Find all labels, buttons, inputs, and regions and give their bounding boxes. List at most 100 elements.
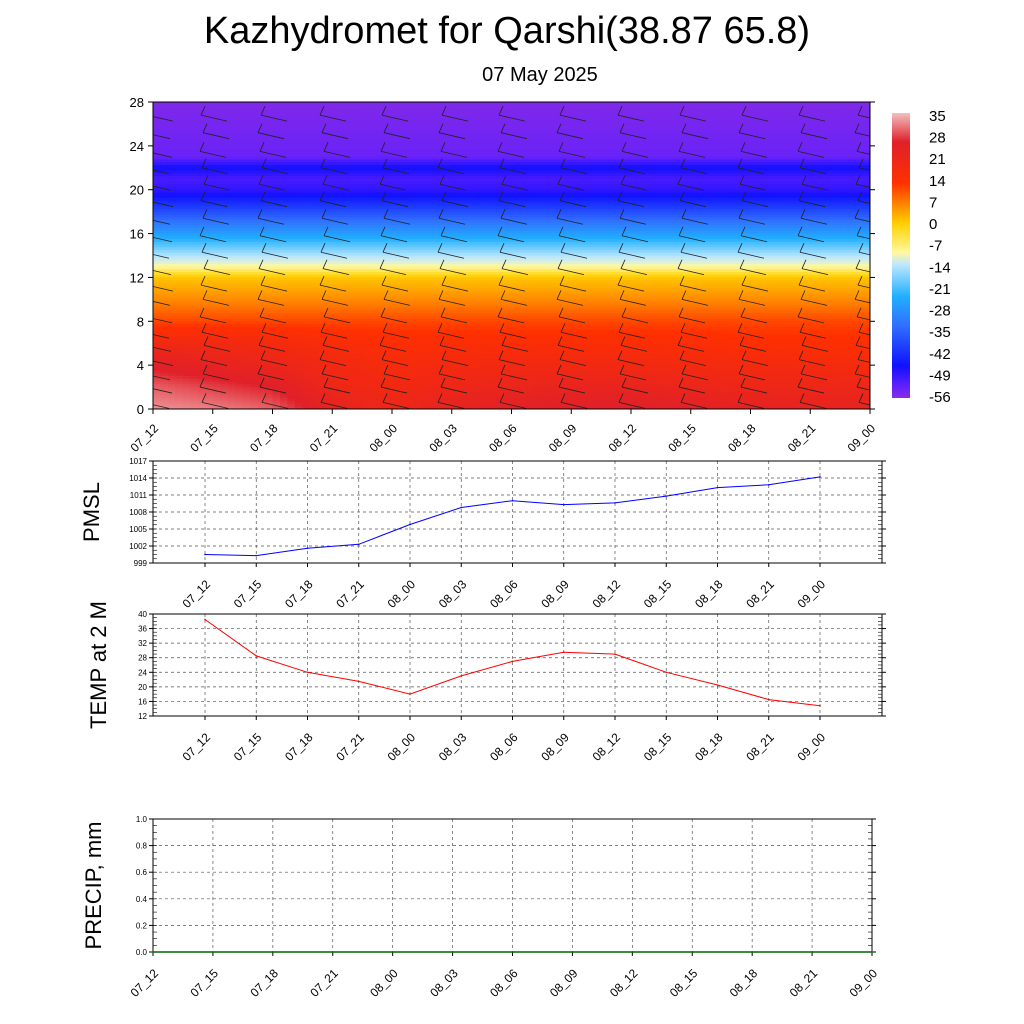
heatmap-cell [235,151,244,155]
heatmap-cell [302,137,311,141]
heatmap-cell [287,271,296,276]
heatmap-cell [384,195,393,199]
heatmap-cell [235,104,244,109]
heatmap-cell [332,332,341,336]
heatmap-cell [354,387,363,391]
heatmap-cell [302,326,311,331]
heatmap-cell [421,173,430,177]
heatmap-cell [287,126,296,131]
heatmap-cell [444,255,453,259]
heatmap-cell [242,156,251,161]
heatmap-cell [190,302,199,306]
heatmap-cell [406,269,416,273]
heatmap-cell [444,140,453,144]
heatmap-cell [227,250,236,254]
heatmap-cell [205,356,214,361]
heatmap-cell [302,140,311,144]
heatmap-cell [354,162,363,166]
heatmap-cell [302,288,311,292]
heatmap-cell [197,159,206,163]
heatmap-cell [160,378,169,383]
heatmap-cell [444,192,453,196]
heatmap-cell [212,400,221,405]
heatmap-cell [242,184,251,188]
heatmap-cell [302,126,311,131]
heatmap-cell [436,387,445,391]
heatmap-cell [406,134,416,139]
heatmap-cell [175,189,184,194]
heatmap-cell [279,304,289,309]
heatmap-cell [332,277,341,281]
heatmap-cell [242,260,251,265]
heatmap-cell [414,104,423,109]
heatmap-cell [406,208,416,213]
heatmap-cell [436,145,445,150]
heatmap-cell [182,247,191,251]
heatmap-cell [287,233,296,237]
heatmap-cell [182,132,191,136]
heatmap-cell [451,326,460,331]
heatmap-cell [339,156,348,161]
heatmap-cell [309,225,318,229]
heatmap-cell [429,365,438,369]
heatmap-cell [384,203,393,207]
heatmap-cell [324,165,333,169]
heatmap-cell [444,258,453,262]
heatmap-cell [354,321,363,325]
heatmap-cell [167,123,177,128]
heatmap-cell [250,151,259,155]
heatmap-cell [339,206,348,210]
heatmap-cell [444,313,453,317]
heatmap-cell [235,255,244,259]
heatmap-cell [421,222,430,226]
heatmap-cell [265,288,274,292]
heatmap-cell [250,378,259,383]
heatmap-cell [332,173,341,177]
heatmap-cell [235,293,244,298]
heatmap-cell [287,222,296,226]
heatmap-cell [182,359,191,363]
heatmap-cell [414,356,423,361]
heatmap-cell [205,211,214,215]
heatmap-cell [362,326,371,331]
heatmap-cell [451,288,460,292]
heatmap-cell [197,271,206,276]
heatmap-cell [332,217,341,221]
heatmap-cell [317,271,326,276]
heatmap-cell [205,337,214,342]
heatmap-cell [377,173,386,177]
heatmap-cell [451,225,460,229]
heatmap-cell [369,121,378,125]
heatmap-cell [242,110,251,114]
heatmap-cell [242,145,251,150]
heatmap-cell [220,170,229,174]
heatmap-cell [369,395,378,399]
heatmap-cell [190,403,199,407]
heatmap-cell [257,192,266,196]
heatmap-cell [339,296,348,300]
heatmap-cell [302,228,311,232]
heatmap-cell [459,184,468,188]
heatmap-cell [182,159,191,163]
heatmap-cell [242,126,251,131]
heatmap-cell [324,313,333,317]
heatmap-cell [205,324,214,328]
heatmap-cell [227,274,236,279]
heatmap-cell [287,162,296,166]
heatmap-cell [242,134,251,139]
heatmap-cell [347,184,356,188]
heatmap-cell [414,170,423,174]
heatmap-cell [167,110,177,114]
heatmap-cell [160,263,169,268]
heatmap-cell [421,351,430,355]
heatmap-cell [377,271,386,276]
heatmap-cell [175,110,184,114]
heatmap-cell [242,208,251,213]
heatmap-cell [205,195,214,199]
heatmap-cell [220,313,229,317]
heatmap-cell [175,274,184,279]
heatmap-cell [153,165,162,169]
heatmap-cell [302,332,311,336]
heatmap-cell [257,318,266,322]
heatmap-cell [332,170,341,174]
